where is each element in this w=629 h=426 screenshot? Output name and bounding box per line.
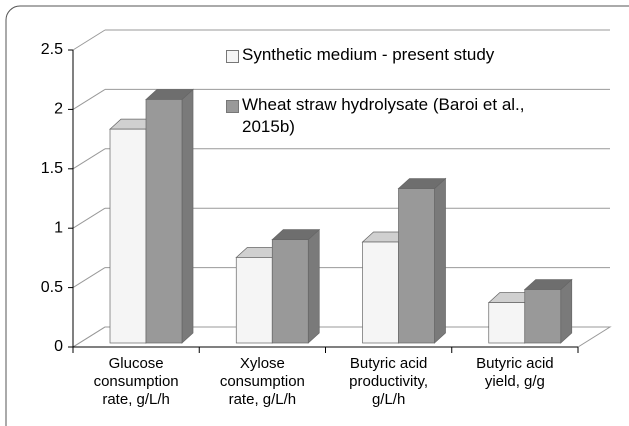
bar-front bbox=[235, 257, 273, 344]
chart-border bbox=[5, 5, 629, 426]
x-tick-label: Glucose consumption rate, g/L/h bbox=[93, 355, 179, 408]
bar-front bbox=[524, 289, 562, 344]
legend-swatch bbox=[226, 50, 239, 63]
bar-front bbox=[398, 188, 435, 344]
y-tick-label: 1.5 bbox=[41, 160, 63, 177]
grid-line bbox=[72, 267, 106, 289]
bar bbox=[145, 88, 194, 344]
y-tick-label: 0 bbox=[54, 338, 63, 355]
bar-front bbox=[362, 241, 399, 344]
bar-front bbox=[145, 99, 183, 344]
grid-line bbox=[72, 88, 106, 110]
bar-side bbox=[560, 278, 573, 344]
bar bbox=[523, 278, 573, 344]
y-tick-label: 1 bbox=[54, 219, 63, 236]
bar-side bbox=[307, 228, 320, 344]
grid-line bbox=[72, 326, 106, 348]
grid-line bbox=[72, 29, 106, 51]
y-tick-label: 2 bbox=[54, 101, 63, 118]
x-tick-label: Butyric acid productivity, g/L/h bbox=[349, 355, 429, 408]
x-tick-label: Xylose consumption rate, g/L/h bbox=[219, 355, 305, 408]
legend-label: Wheat straw hydrolysate (Baroi et al., 2… bbox=[242, 95, 525, 136]
bar bbox=[397, 177, 447, 344]
bar-side bbox=[181, 88, 194, 344]
grid-line bbox=[72, 207, 106, 229]
bar-front bbox=[271, 239, 309, 344]
bar-front bbox=[488, 302, 526, 344]
bar-side bbox=[434, 177, 446, 344]
bar bbox=[271, 228, 321, 344]
x-tick-label: Butyric acid yield, g/g bbox=[476, 355, 554, 390]
legend-swatch bbox=[226, 100, 239, 113]
y-tick-label: 0.5 bbox=[41, 279, 63, 296]
grid-line bbox=[72, 148, 106, 170]
bar-front bbox=[109, 128, 147, 344]
legend-label: Synthetic medium - present study bbox=[242, 45, 495, 64]
y-tick-label: 2.5 bbox=[41, 41, 63, 58]
